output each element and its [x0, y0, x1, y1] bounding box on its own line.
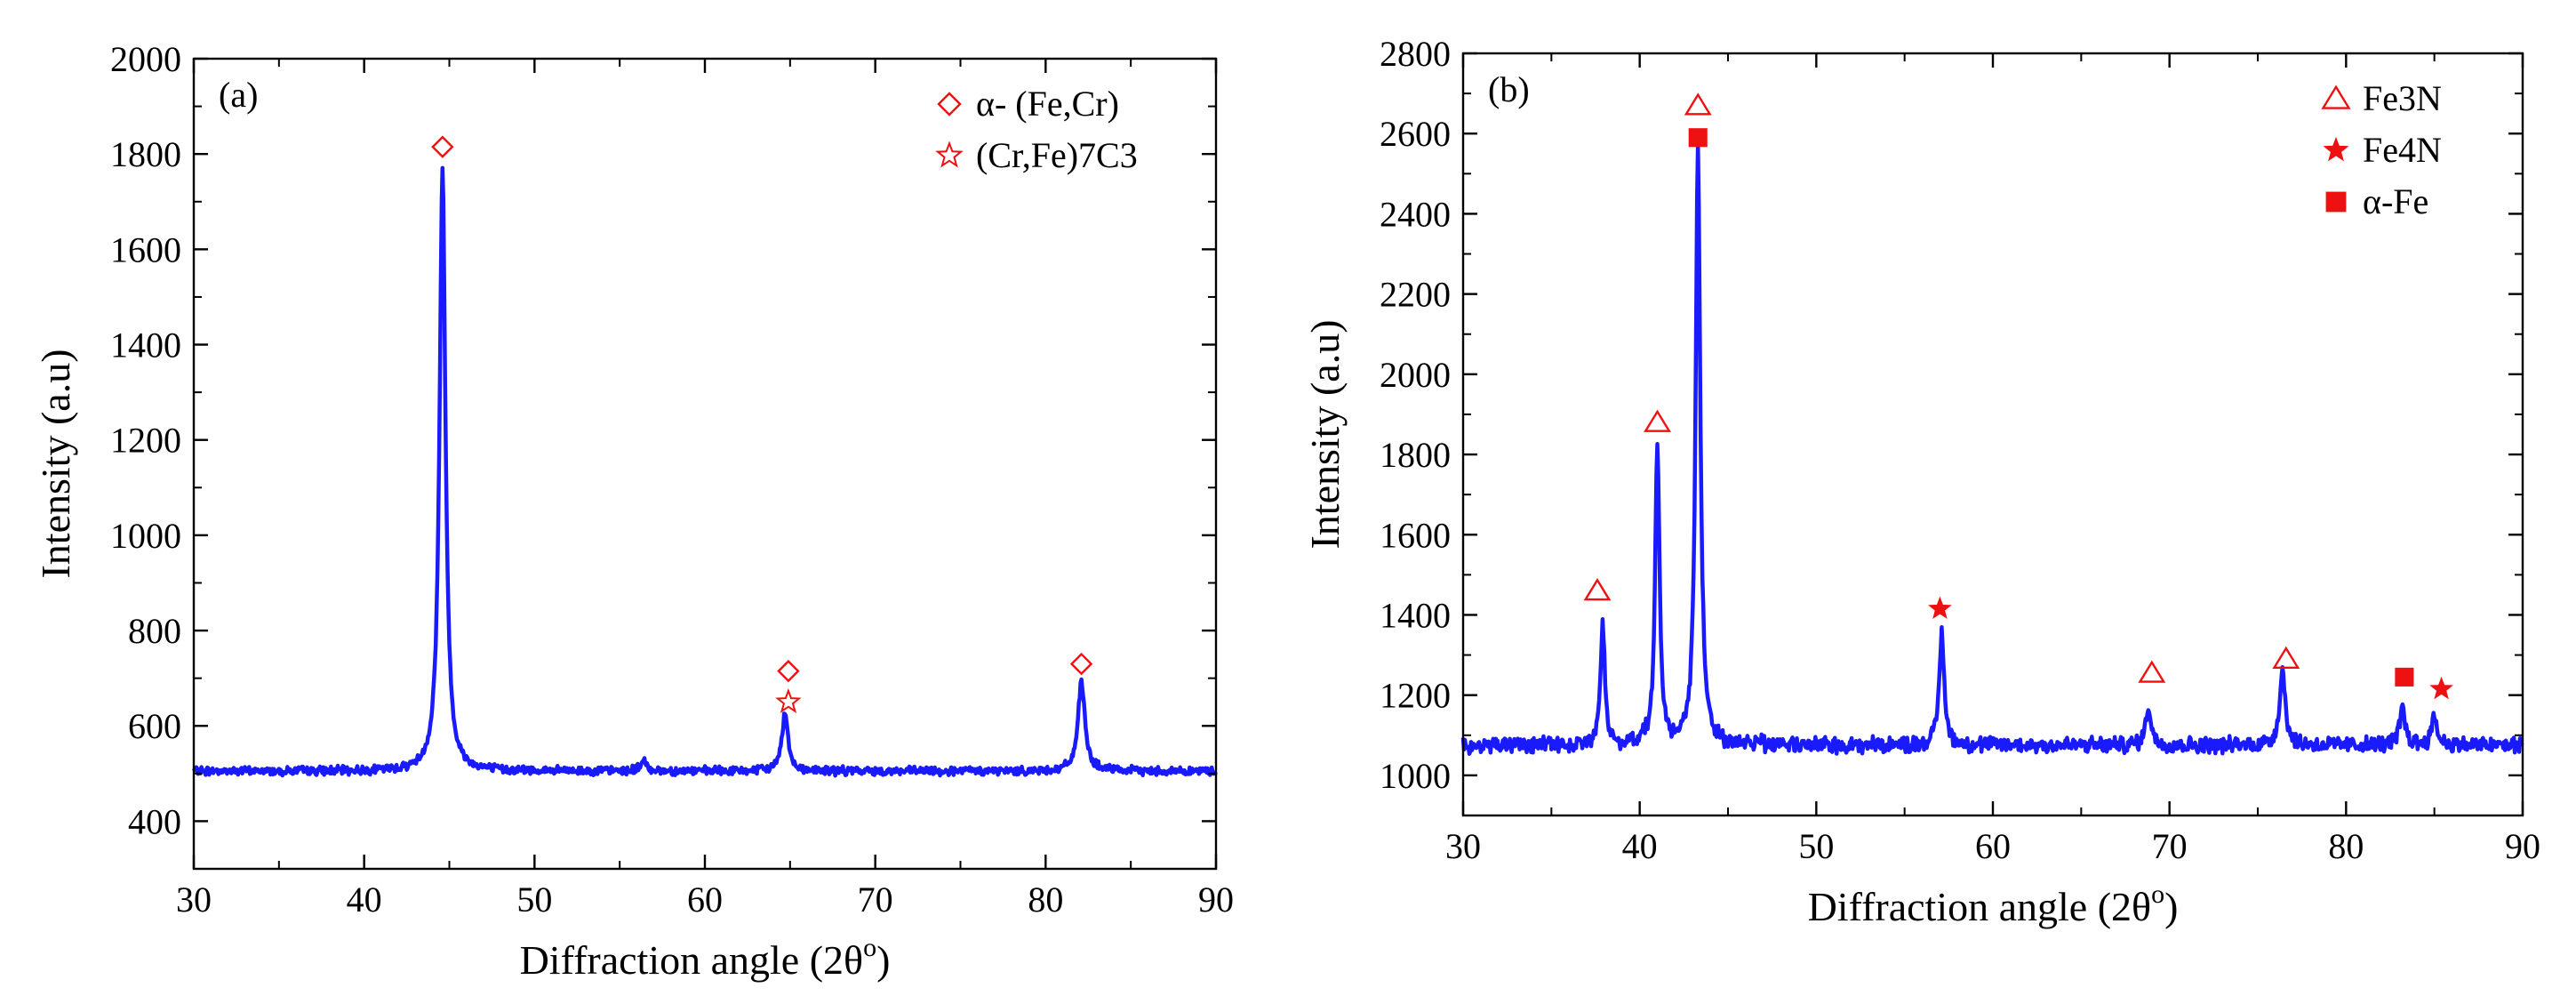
y-tick-label: 2400 — [1380, 194, 1451, 234]
y-tick-label: 2000 — [1380, 355, 1451, 395]
peak-marker-diamond — [777, 659, 800, 683]
y-tick-label: 1200 — [1380, 676, 1451, 716]
x-axis-title: Diffraction angle (2θo) — [1808, 880, 2179, 929]
legend-symbol-star — [2323, 136, 2349, 162]
legend-symbol-triangle — [2321, 84, 2351, 109]
peak-marker-square — [1688, 128, 1708, 148]
legend-label: Fe3N — [2363, 78, 2442, 118]
peak-marker-triangle — [1684, 92, 1712, 116]
y-tick-label: 1600 — [1380, 515, 1451, 555]
y-tick-label: 2600 — [1380, 114, 1451, 154]
x-tick-label: 30 — [1445, 826, 1481, 866]
legend-symbol-square — [2325, 191, 2347, 213]
legend-label: (Cr,Fe)7C3 — [976, 135, 1138, 175]
y-tick-label: 1000 — [110, 516, 181, 556]
panel-label: (a) — [219, 75, 258, 115]
x-axis-title-main: Diffraction angle (2θ — [1808, 884, 2152, 929]
xrd-series-line — [191, 165, 1218, 778]
y-tick-label: 1800 — [1380, 435, 1451, 475]
x-axis-title-superscript: o — [2151, 880, 2164, 909]
x-tick-label: 40 — [347, 880, 382, 920]
x-tick-label: 90 — [2505, 826, 2540, 866]
y-tick-label: 1800 — [110, 134, 181, 174]
x-tick-label: 50 — [516, 880, 552, 920]
peak-marker-diamond — [431, 135, 454, 158]
xrd-series-line — [1460, 141, 2524, 756]
x-tick-label: 80 — [1028, 880, 1063, 920]
x-tick-label: 60 — [687, 880, 723, 920]
peak-marker-star — [2429, 676, 2453, 700]
x-tick-label: 70 — [858, 880, 893, 920]
x-tick-label: 40 — [1622, 826, 1658, 866]
y-axis-title: Intensity (a.u) — [1302, 319, 1348, 549]
x-axis-title-main: Diffraction angle (2θ — [520, 937, 864, 983]
y-tick-label: 600 — [128, 706, 181, 746]
peak-marker-triangle — [2138, 660, 2166, 683]
x-axis-title-close: ) — [876, 937, 890, 983]
x-axis-title-close: ) — [2164, 884, 2178, 929]
legend-label: Fe4N — [2363, 130, 2442, 170]
y-tick-label: 1200 — [110, 421, 181, 461]
y-tick-label: 1000 — [1380, 756, 1451, 796]
y-axis-title: Intensity (a.u) — [33, 349, 78, 578]
y-tick-label: 2800 — [1380, 34, 1451, 74]
peak-marker-diamond — [1069, 652, 1093, 676]
y-tick-label: 1400 — [1380, 595, 1451, 635]
plot-frame — [192, 57, 1218, 871]
legend-label: α- (Fe,Cr) — [976, 84, 1119, 124]
peak-marker-star — [775, 687, 802, 714]
x-tick-label: 60 — [1975, 826, 2011, 866]
legend-symbol-diamond — [937, 92, 962, 116]
peak-marker-triangle — [2272, 646, 2300, 669]
x-axis-title: Diffraction angle (2θo) — [520, 933, 891, 983]
y-tick-label: 1400 — [110, 325, 181, 365]
peak-marker-triangle — [1644, 409, 1671, 432]
x-tick-label: 50 — [1798, 826, 1834, 866]
x-tick-label: 90 — [1198, 880, 1234, 920]
y-tick-label: 800 — [128, 611, 181, 651]
chart-panel-a: 30 40 50 60 70 80 90 400 600 800 1000 1200 1400 1600 1… — [33, 39, 1234, 983]
x-axis-title-superscript: o — [863, 933, 876, 962]
chart-panel-b: 30 40 50 60 70 80 90 1000 1200 1400 1600 1800 2000 22… — [1302, 34, 2540, 929]
y-tick-label: 2200 — [1380, 275, 1451, 315]
x-tick-label: 70 — [2152, 826, 2188, 866]
y-tick-label: 1600 — [110, 229, 181, 269]
y-tick-label: 400 — [128, 801, 181, 841]
legend-symbol-star — [935, 141, 964, 168]
legend-label: α-Fe — [2363, 181, 2428, 221]
x-tick-label: 30 — [176, 880, 212, 920]
x-tick-label: 80 — [2328, 826, 2364, 866]
panel-label: (b) — [1488, 69, 1530, 109]
y-tick-label: 2000 — [110, 39, 181, 79]
peak-marker-star — [1928, 596, 1952, 620]
peak-marker-triangle — [1583, 578, 1612, 601]
peak-marker-square — [2395, 667, 2414, 687]
